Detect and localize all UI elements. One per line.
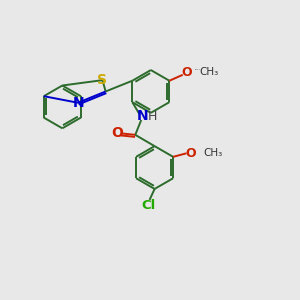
Text: O: O	[182, 66, 192, 79]
Text: N: N	[137, 109, 149, 123]
Text: Cl: Cl	[141, 200, 155, 212]
Text: O: O	[186, 147, 196, 160]
Text: methoxy: methoxy	[195, 69, 201, 70]
Text: H: H	[148, 110, 157, 123]
Text: O: O	[111, 126, 123, 140]
Text: N: N	[73, 96, 84, 110]
Text: CH₃: CH₃	[203, 148, 222, 158]
Text: S: S	[98, 73, 107, 87]
Text: CH₃: CH₃	[200, 67, 219, 77]
